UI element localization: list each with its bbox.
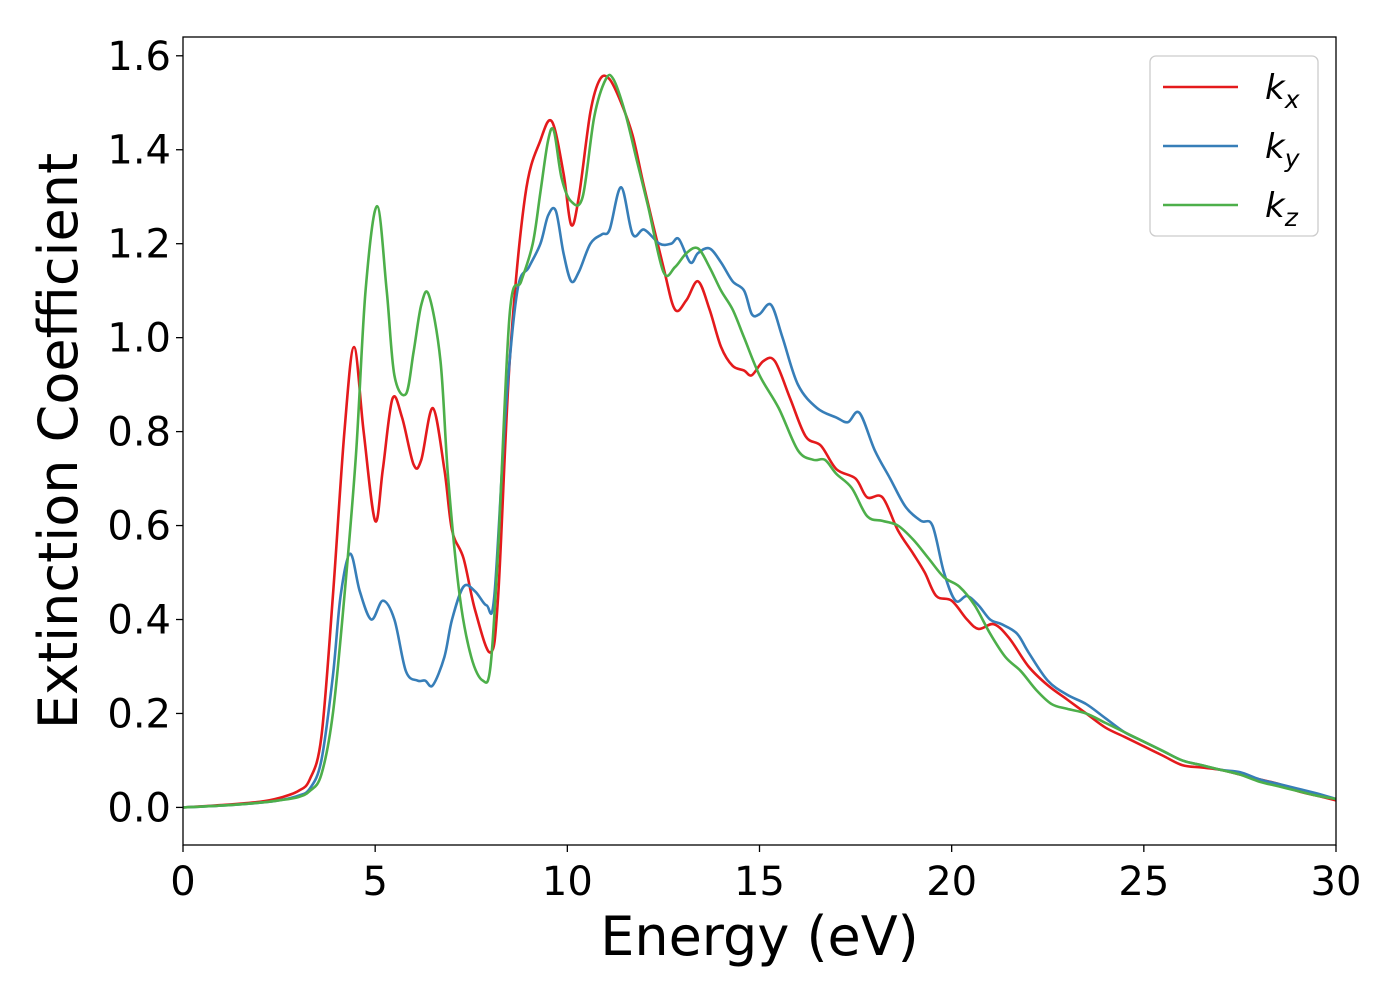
x-axis: 0 5 10 15 20 25 30 <box>170 845 1361 905</box>
x-tick-label: 30 <box>1311 859 1362 905</box>
x-axis-label: Energy (eV) <box>600 905 919 968</box>
y-tick-label: 1.4 <box>107 128 171 174</box>
y-tick-label: 1.2 <box>107 222 171 268</box>
legend-label-kx: kx <box>1265 68 1300 114</box>
legend-label-kz: kz <box>1265 186 1299 232</box>
y-tick-label: 1.6 <box>107 34 171 80</box>
x-tick-label: 5 <box>362 859 387 905</box>
y-tick-label: 0.0 <box>107 785 171 831</box>
legend: kx ky kz <box>1149 55 1319 237</box>
x-tick-label: 20 <box>926 859 977 905</box>
legend-items: kx ky kz <box>1163 68 1301 232</box>
series-line-kx <box>183 74 1336 809</box>
x-tick-label: 10 <box>542 859 593 905</box>
x-tick-label: 15 <box>734 859 785 905</box>
y-tick-label: 0.6 <box>107 504 171 550</box>
y-tick-label: 1.0 <box>107 316 171 362</box>
series-line-kz <box>183 73 1336 809</box>
y-tick-label: 0.2 <box>107 691 171 737</box>
y-axis-label: Extinction Coefficient <box>27 153 90 729</box>
x-tick-label: 25 <box>1118 859 1169 905</box>
y-tick-label: 0.8 <box>107 410 171 456</box>
y-axis: 0.0 0.2 0.4 0.6 0.8 1.0 1.2 1.4 1.6 <box>107 34 183 831</box>
series-layer <box>183 73 1336 809</box>
legend-label-ky: ky <box>1265 127 1301 173</box>
series-line-ky <box>183 186 1336 809</box>
y-tick-label: 0.4 <box>107 598 171 644</box>
x-tick-label: 0 <box>170 859 195 905</box>
